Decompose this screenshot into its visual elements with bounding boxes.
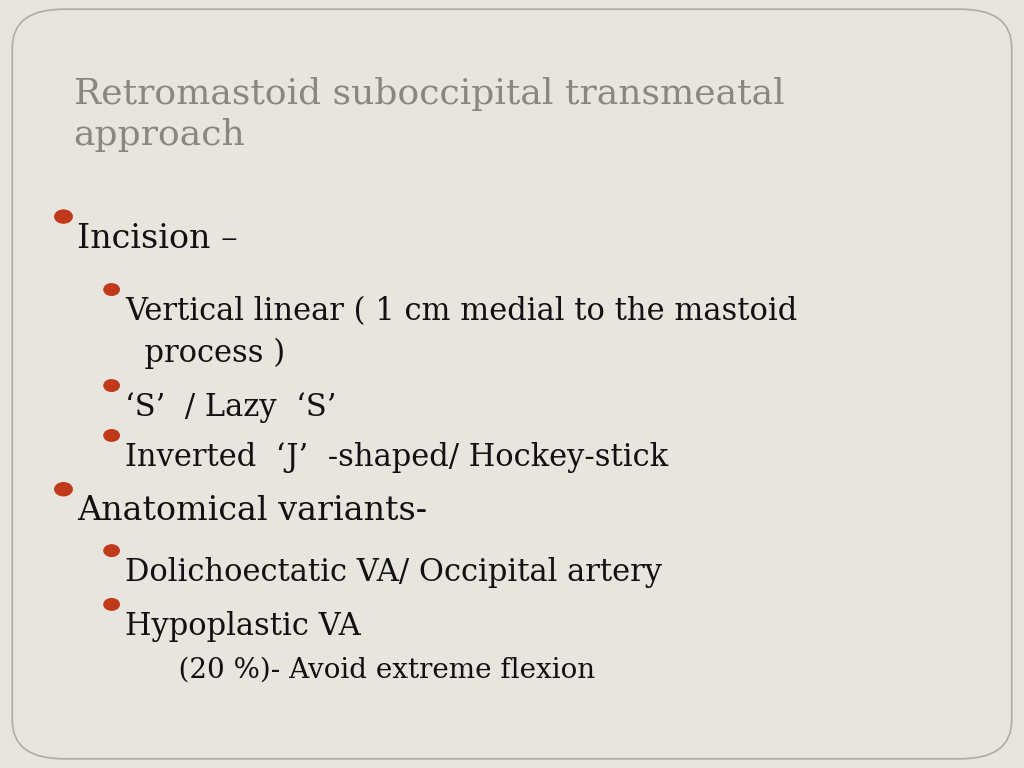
- Text: Anatomical variants-: Anatomical variants-: [77, 495, 427, 528]
- Text: (20 %)- Avoid extreme flexion: (20 %)- Avoid extreme flexion: [143, 657, 596, 684]
- Circle shape: [104, 430, 119, 441]
- Text: Hypoplastic VA: Hypoplastic VA: [125, 611, 360, 641]
- Circle shape: [104, 545, 119, 556]
- Text: Inverted  ‘J’  -shaped/ Hockey-stick: Inverted ‘J’ -shaped/ Hockey-stick: [125, 442, 668, 472]
- FancyBboxPatch shape: [12, 9, 1012, 759]
- Circle shape: [54, 210, 72, 223]
- Text: Dolichoectatic VA/ Occipital artery: Dolichoectatic VA/ Occipital artery: [125, 557, 662, 588]
- Circle shape: [54, 483, 72, 496]
- Circle shape: [104, 599, 119, 610]
- Text: ‘S’  / Lazy  ‘S’: ‘S’ / Lazy ‘S’: [125, 392, 337, 422]
- Circle shape: [104, 284, 119, 296]
- Text: Incision –: Incision –: [77, 223, 238, 255]
- Text: Vertical linear ( 1 cm medial to the mastoid: Vertical linear ( 1 cm medial to the mas…: [125, 296, 797, 326]
- Circle shape: [104, 380, 119, 392]
- Text: process ): process ): [125, 338, 285, 369]
- Text: Retromastoid suboccipital transmeatal
approach: Retromastoid suboccipital transmeatal ap…: [74, 77, 784, 151]
